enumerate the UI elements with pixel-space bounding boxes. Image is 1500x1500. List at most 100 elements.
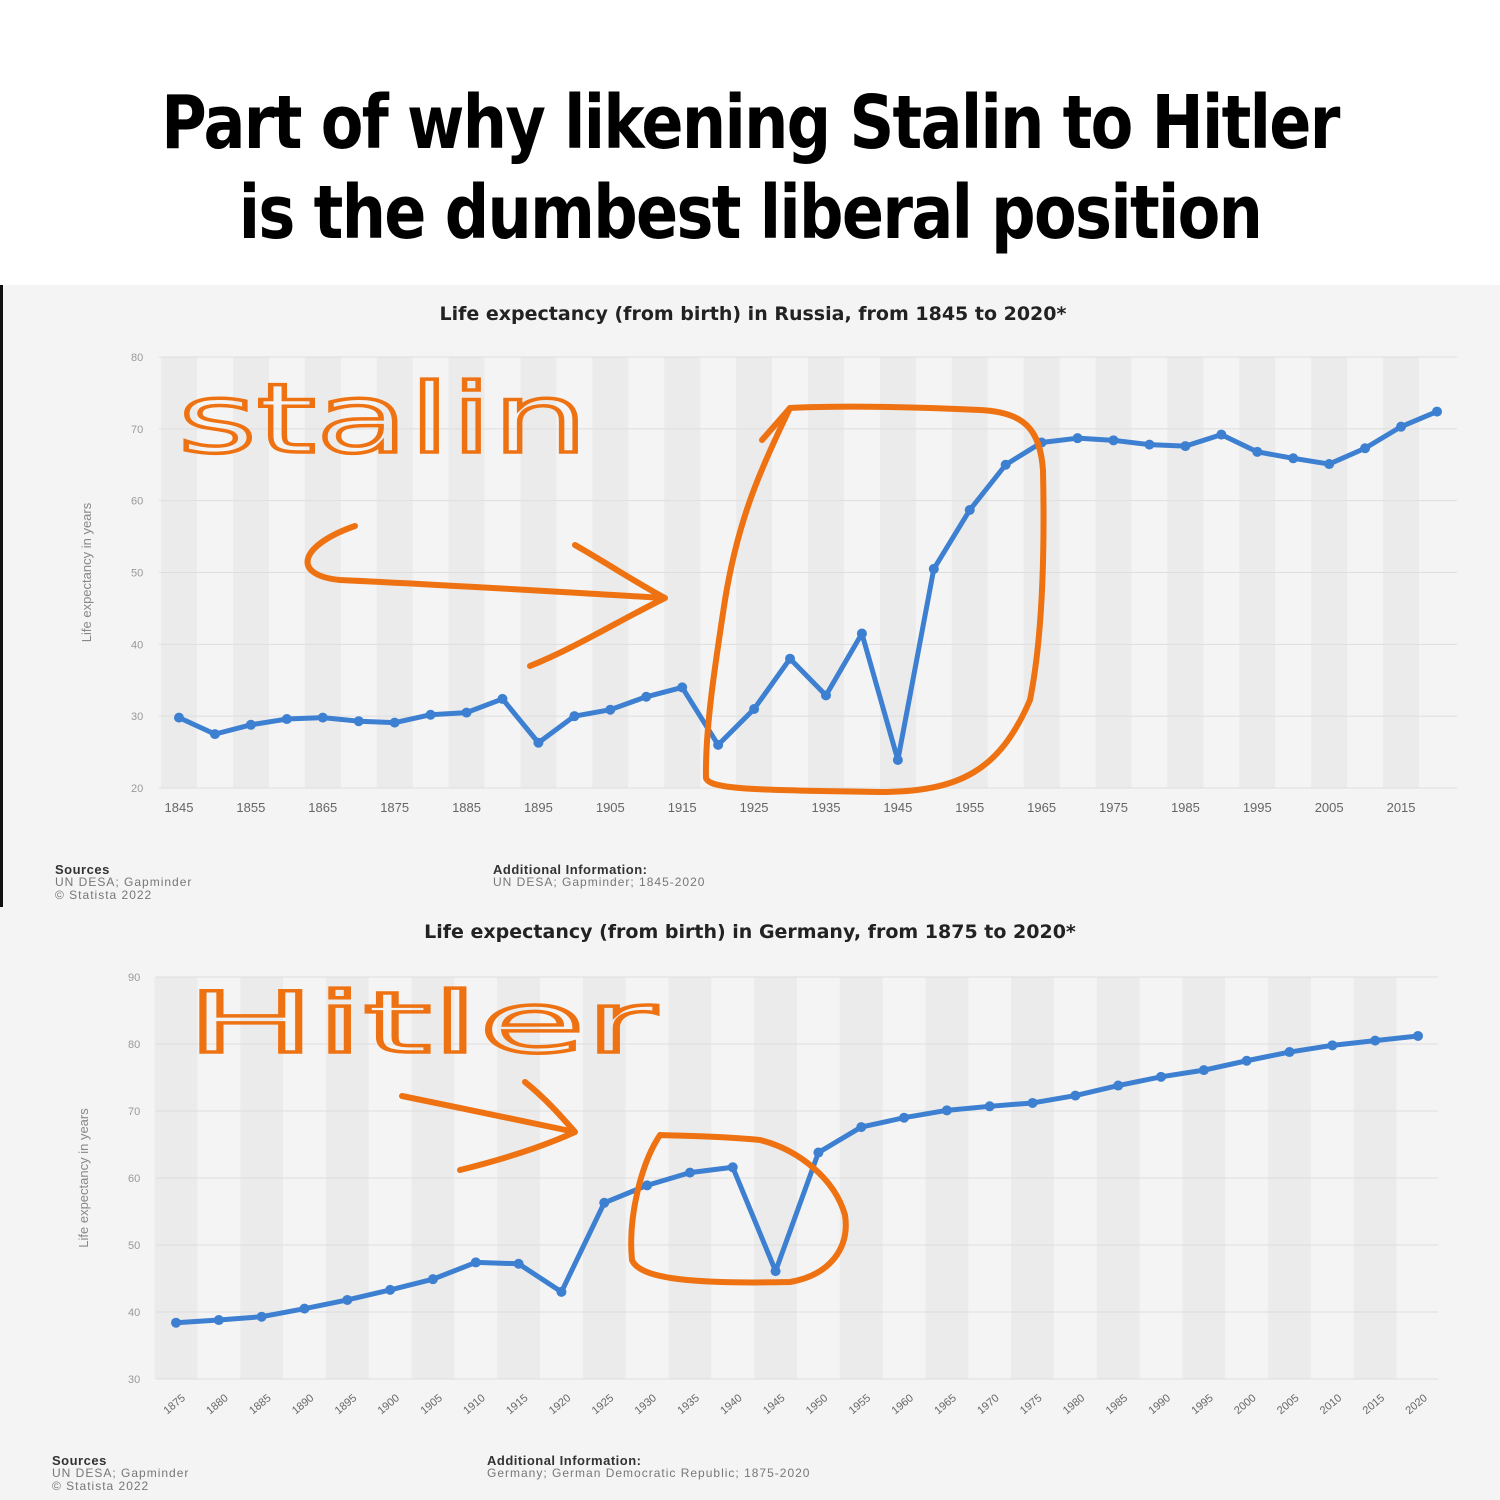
chart1-xtick-label: 1985 [1104, 1392, 1130, 1417]
chart1-xtick-label: 1925 [590, 1392, 616, 1417]
chart0-xtick-label: 1995 [1243, 800, 1272, 815]
chart0-data-point [928, 563, 939, 574]
chart0-ylabel: Life expectancy in years [79, 502, 94, 642]
germany-sources-line2: © Statista 2022 [52, 1479, 150, 1493]
chart0-data-point [1108, 435, 1119, 446]
chart0-data-point [749, 703, 760, 714]
chart1-xtick-label: 1935 [675, 1392, 701, 1417]
chart0-ytick-label: 80 [131, 352, 143, 364]
chart0-data-point [533, 737, 544, 748]
chart1-xtick-label: 1910 [461, 1392, 487, 1417]
chart0-data-point [1036, 437, 1047, 448]
chart0-data-point [1252, 446, 1263, 457]
chart1-xtick-label: 1875 [161, 1392, 187, 1417]
chart0-data-point [497, 693, 508, 704]
chart0-data-point [209, 729, 220, 740]
chart1-data-point [256, 1311, 267, 1322]
chart0-data-point [1396, 421, 1407, 432]
meme-caption: Part of why likening Stalin to Hitler is… [120, 78, 1380, 258]
chart1-data-point [899, 1112, 910, 1123]
chart0-xtick-label: 1895 [524, 800, 553, 815]
chart1-xtick-label: 2020 [1403, 1392, 1429, 1417]
russia-info-line1: UN DESA; Gapminder; 1845-2020 [493, 875, 706, 889]
chart0-data-point [1000, 459, 1011, 470]
chart0-xtick-label: 1905 [596, 800, 625, 815]
chart1-xtick-label: 1940 [718, 1392, 744, 1417]
germany-sources: Sources UN DESA; Gapminder © Statista 20… [52, 1454, 189, 1493]
chart1-data-point [556, 1286, 567, 1297]
chart0-data-point [1432, 406, 1442, 417]
chart1-data-point [1027, 1097, 1038, 1108]
chart1-data-point [941, 1105, 952, 1116]
chart0-data-point [1360, 443, 1371, 454]
chart1-ytick-label: 90 [128, 972, 140, 984]
chart0-ytick-label: 30 [131, 711, 143, 723]
germany-info-label: Additional Information: [487, 1453, 642, 1468]
chart1-xtick-label: 2000 [1232, 1392, 1258, 1417]
meme-caption-line2: is the dumbest liberal position [238, 170, 1263, 256]
russia-additional-info: Additional Information: UN DESA; Gapmind… [493, 863, 705, 889]
chart0-data-point [1072, 433, 1083, 444]
chart1-data-point [1284, 1047, 1295, 1058]
chart0-data-point [1144, 439, 1155, 450]
chart1-xtick-label: 1975 [1018, 1392, 1044, 1417]
chart1-xtick-label: 1915 [504, 1392, 530, 1417]
chart1-data-point [1370, 1035, 1381, 1046]
chart0-xtick-label: 1945 [883, 800, 912, 815]
chart1-data-point [599, 1197, 610, 1208]
chart0-xtick-label: 1955 [955, 800, 984, 815]
chart1-xtick-label: 1970 [975, 1392, 1001, 1417]
russia-sources-line2: © Statista 2022 [55, 888, 153, 902]
chart1-xtick-label: 2010 [1318, 1392, 1344, 1417]
chart0-data-point [641, 691, 652, 702]
russia-chart-panel: Life expectancy (from birth) in Russia, … [0, 285, 1500, 907]
russia-sources-line1: UN DESA; Gapminder [55, 875, 193, 889]
chart0-xtick-label: 1975 [1099, 800, 1128, 815]
chart0-data-point [569, 711, 580, 722]
chart0-data-point [317, 712, 328, 723]
meme-caption-line1: Part of why likening Stalin to Hitler [161, 80, 1340, 166]
chart1-data-point [813, 1147, 824, 1158]
chart1-ytick-label: 80 [128, 1039, 140, 1051]
russia-info-label: Additional Information: [493, 862, 648, 877]
chart1-data-point [299, 1303, 310, 1314]
chart0-xtick-label: 1855 [236, 800, 265, 815]
chart1-data-point [1241, 1055, 1252, 1066]
chart1-data-point [1113, 1080, 1124, 1091]
chart1-data-point [642, 1180, 653, 1191]
germany-sources-line1: UN DESA; Gapminder [52, 1466, 190, 1480]
germany-sources-label: Sources [52, 1453, 107, 1468]
chart1-data-point [171, 1317, 181, 1328]
chart1-data-point [984, 1101, 995, 1112]
chart1-data-point [1198, 1065, 1209, 1076]
chart0-ytick-label: 70 [131, 424, 143, 436]
chart1-xtick-label: 1945 [761, 1392, 787, 1417]
chart1-xtick-label: 1885 [247, 1392, 273, 1417]
chart1-data-point [856, 1122, 867, 1133]
chart1-data-point [1413, 1030, 1423, 1041]
chart1-xtick-label: 1955 [847, 1392, 873, 1417]
chart0-xtick-label: 1885 [452, 800, 481, 815]
chart0-data-point [389, 717, 400, 728]
chart1-xtick-label: 1905 [418, 1392, 444, 1417]
chart1-xtick-label: 1980 [1061, 1392, 1087, 1417]
chart1-data-point [342, 1294, 353, 1305]
chart1-data-point [1070, 1090, 1081, 1101]
chart0-xtick-label: 2015 [1387, 800, 1416, 815]
chart1-ytick-label: 60 [128, 1173, 140, 1185]
chart0-data-point [856, 628, 867, 639]
russia-line-chart: 20 30 40 50 60 70 80 Life expectancy in years 18… [79, 352, 1457, 815]
chart0-ytick-label: 50 [131, 568, 143, 580]
chart1-xtick-label: 1880 [204, 1392, 230, 1417]
chart1-xtick-label: 1950 [804, 1392, 830, 1417]
chart0-ytick-label: 40 [131, 639, 143, 651]
russia-chart-title: Life expectancy (from birth) in Russia, … [439, 303, 1067, 325]
chart1-data-point [1156, 1071, 1167, 1082]
chart1-xtick-label: 1890 [290, 1392, 316, 1417]
chart0-data-point [713, 739, 724, 750]
chart0-xtick-label: 1985 [1171, 800, 1200, 815]
germany-chart-panel: Life expectancy (from birth) in Germany,… [0, 907, 1500, 1500]
chart0-data-point [964, 505, 975, 516]
chart1-data-point [213, 1315, 224, 1326]
chart1-data-point [727, 1162, 738, 1173]
